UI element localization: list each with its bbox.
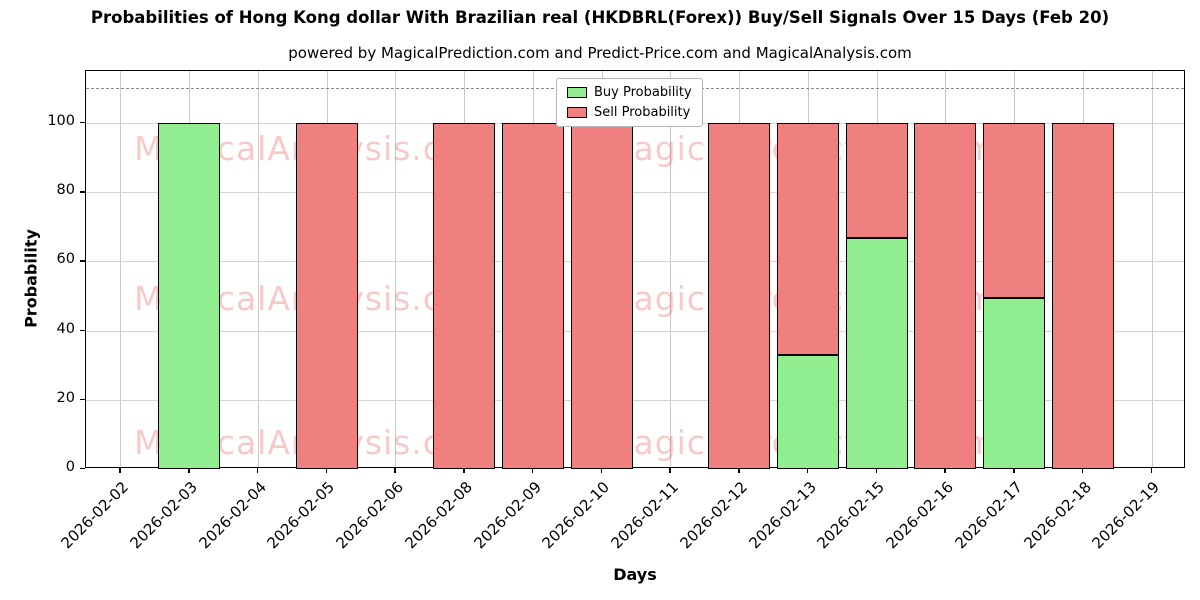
legend-item: Sell Probability [567,105,692,120]
x-tick-label: 2026-02-05 [263,478,339,553]
bar-buy-2026-02-17 [983,297,1046,469]
x-tick-mark [1013,468,1015,473]
chart-subtitle: powered by MagicalPrediction.com and Pre… [288,44,912,62]
gridline-vertical [1151,71,1153,467]
bar-sell-2026-02-09 [501,122,564,469]
x-tick-label: 2026-02-09 [470,478,545,553]
x-tick-label: 2026-02-19 [1088,478,1164,553]
bar-sell-2026-02-18 [1051,122,1114,469]
gridline-horizontal [86,330,1184,332]
gridline-vertical [120,71,122,467]
y-tick-mark [80,468,85,470]
x-tick-mark [875,468,878,473]
y-tick-mark [80,191,85,193]
x-tick-label: 2026-02-12 [676,478,751,553]
x-tick-mark [600,468,603,473]
bar-buy-2026-02-13 [776,354,839,469]
legend-item: Buy Probability [567,85,692,100]
x-tick-label: 2026-02-08 [401,478,476,553]
x-tick-mark [806,468,809,473]
bar-sell-2026-02-13 [776,122,839,355]
x-tick-mark [463,468,465,473]
x-tick-label: 2026-02-04 [195,478,270,553]
x-tick-mark [119,468,121,473]
bar-sell-2026-02-16 [914,122,977,469]
x-tick-mark [1081,468,1084,473]
x-tick-label: 2026-02-03 [126,478,201,553]
x-tick-label: 2026-02-02 [57,478,133,553]
x-tick-mark [325,468,328,473]
x-tick-label: 2026-02-06 [332,478,408,553]
gridline-vertical [257,71,259,467]
y-tick-mark [80,121,85,124]
y-tick-mark [80,329,85,331]
bar-sell-2026-02-12 [708,122,771,469]
chart-title: Probabilities of Hong Kong dollar With B… [90,8,1110,27]
x-tick-mark [531,468,534,473]
y-tick-label: 0 [65,459,75,475]
x-tick-mark [394,468,396,473]
x-tick-mark [256,468,259,473]
bar-sell-2026-02-17 [983,122,1046,298]
y-tick-label: 60 [56,251,75,268]
x-tick-mark [944,468,946,473]
y-tick-label: 20 [56,389,75,406]
legend-swatch-icon [567,87,587,98]
bar-sell-2026-02-15 [845,122,908,239]
legend-label: Sell Probability [594,105,691,120]
x-tick-mark [738,468,740,473]
bar-buy-2026-02-15 [845,238,908,469]
y-tick-mark [80,398,85,401]
bar-sell-2026-02-05 [295,122,358,469]
x-tick-label: 2026-02-11 [607,478,683,553]
bar-sell-2026-02-10 [570,122,633,469]
y-tick-label: 80 [56,182,75,199]
x-tick-label: 2026-02-15 [813,478,889,553]
x-tick-label: 2026-02-13 [745,478,820,553]
legend-swatch-icon [567,107,587,118]
x-tick-mark [188,468,190,473]
bar-buy-2026-02-03 [158,122,221,469]
gridline-horizontal [86,399,1184,401]
legend: Buy Probability Sell Probability [556,78,703,127]
gridline-vertical [395,71,397,467]
gridline-horizontal [86,192,1184,194]
plot-area: MagicalAnalysis.comMagicalPrediction.com… [85,70,1185,469]
y-tick-label: 40 [56,320,75,337]
x-tick-mark [1150,468,1153,473]
legend-label: Buy Probability [594,85,692,100]
gridline-vertical [670,71,672,467]
x-tick-mark [669,468,671,473]
x-tick-label: 2026-02-18 [1020,478,1095,553]
gridline-horizontal [86,261,1184,263]
x-tick-label: 2026-02-16 [882,478,958,553]
y-tick-label: 100 [47,112,75,129]
x-tick-label: 2026-02-17 [951,478,1026,553]
x-tick-label: 2026-02-10 [538,478,614,553]
bar-sell-2026-02-08 [433,122,496,469]
y-tick-mark [80,260,85,262]
x-axis-label: Days [613,565,657,584]
